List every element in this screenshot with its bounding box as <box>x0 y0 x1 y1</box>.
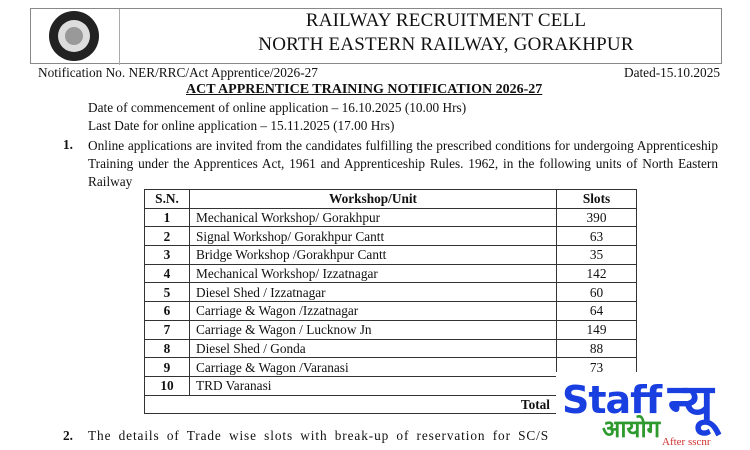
row-unit: TRD Varanasi <box>189 375 557 396</box>
row-sn: 3 <box>144 245 190 265</box>
table-row: 3 Bridge Workshop /Gorakhpur Cantt 35 <box>144 245 637 265</box>
watermark-hindi-aayog: आयोग <box>602 415 661 443</box>
table-row: 1 Mechanical Workshop/ Gorakhpur 390 <box>144 207 637 228</box>
table-row: 7 Carriage & Wagon / Lucknow Jn 149 <box>144 319 637 340</box>
watermark-hindi-new: न्यू <box>668 374 714 434</box>
row-slots: 35 <box>556 245 637 265</box>
row-sn: 5 <box>144 282 190 303</box>
row-unit: Carriage & Wagon /Izzatnagar <box>189 301 557 321</box>
para1-text: Online applications are invited from the… <box>88 138 718 189</box>
row-sn: 10 <box>144 375 190 396</box>
row-slots: 390 <box>556 207 637 228</box>
row-sn: 8 <box>144 338 190 359</box>
row-sn: 1 <box>144 207 190 228</box>
railway-emblem-icon <box>49 11 99 61</box>
table-row: 6 Carriage & Wagon /Izzatnagar 64 <box>144 301 637 321</box>
row-slots: 63 <box>556 226 637 247</box>
watermark-tagline: After sscnr <box>662 436 711 448</box>
col-unit: Workshop/Unit <box>189 189 557 209</box>
row-sn: 4 <box>144 263 190 284</box>
letterhead: RAILWAY RECRUITMENT CELL NORTH EASTERN R… <box>30 8 722 65</box>
para1-number: 1. <box>63 137 73 152</box>
table-row: 8 Diesel Shed / Gonda 88 <box>144 338 637 359</box>
row-sn: 9 <box>144 357 190 377</box>
row-unit: Signal Workshop/ Gorakhpur Cantt <box>189 226 557 247</box>
row-unit: Carriage & Wagon / Lucknow Jn <box>189 319 557 340</box>
last-date: Last Date for online application – 15.11… <box>88 118 395 133</box>
watermark-brand: Staff <box>562 378 662 422</box>
row-sn: 7 <box>144 319 190 340</box>
notification-number: Notification No. NER/RRC/Act Apprentice/… <box>38 65 318 80</box>
row-sn: 2 <box>144 226 190 247</box>
row-slots: 142 <box>556 263 637 284</box>
row-slots: 64 <box>556 301 637 321</box>
para2-text: The details of Trade wise slots with bre… <box>88 428 550 443</box>
row-sn: 6 <box>144 301 190 321</box>
col-sn: S.N. <box>144 189 190 209</box>
railway-logo <box>31 9 120 65</box>
row-unit: Mechanical Workshop/ Izzatnagar <box>189 263 557 284</box>
col-slots: Slots <box>556 189 637 209</box>
para2-number: 2. <box>63 428 73 443</box>
table-row: 5 Diesel Shed / Izzatnagar 60 <box>144 282 637 303</box>
staff-aayog-watermark: Staff न्यू आयोग After sscnr <box>556 372 750 450</box>
table-row: 4 Mechanical Workshop/ Izzatnagar 142 <box>144 263 637 284</box>
notification-title: ACT APPRENTICE TRAINING NOTIFICATION 202… <box>186 82 543 97</box>
notification-date: Dated-15.10.2025 <box>623 65 720 80</box>
row-unit: Diesel Shed / Izzatnagar <box>189 282 557 303</box>
row-slots: 60 <box>556 282 637 303</box>
org-subtitle: NORTH EASTERN RAILWAY, GORAKHPUR <box>258 34 634 55</box>
table-row: 2 Signal Workshop/ Gorakhpur Cantt 63 <box>144 226 637 247</box>
row-unit: Mechanical Workshop/ Gorakhpur <box>189 207 557 228</box>
row-unit: Carriage & Wagon /Varanasi <box>189 357 557 377</box>
row-unit: Diesel Shed / Gonda <box>189 338 557 359</box>
org-title: RAILWAY RECRUITMENT CELL <box>305 10 587 31</box>
table-header-row: S.N. Workshop/Unit Slots <box>144 189 637 209</box>
row-slots: 149 <box>556 319 637 340</box>
total-label: Total <box>144 394 557 415</box>
row-unit: Bridge Workshop /Gorakhpur Cantt <box>189 245 557 265</box>
row-slots: 88 <box>556 338 637 359</box>
commencement-date: Date of commencement of online applicati… <box>88 100 467 115</box>
